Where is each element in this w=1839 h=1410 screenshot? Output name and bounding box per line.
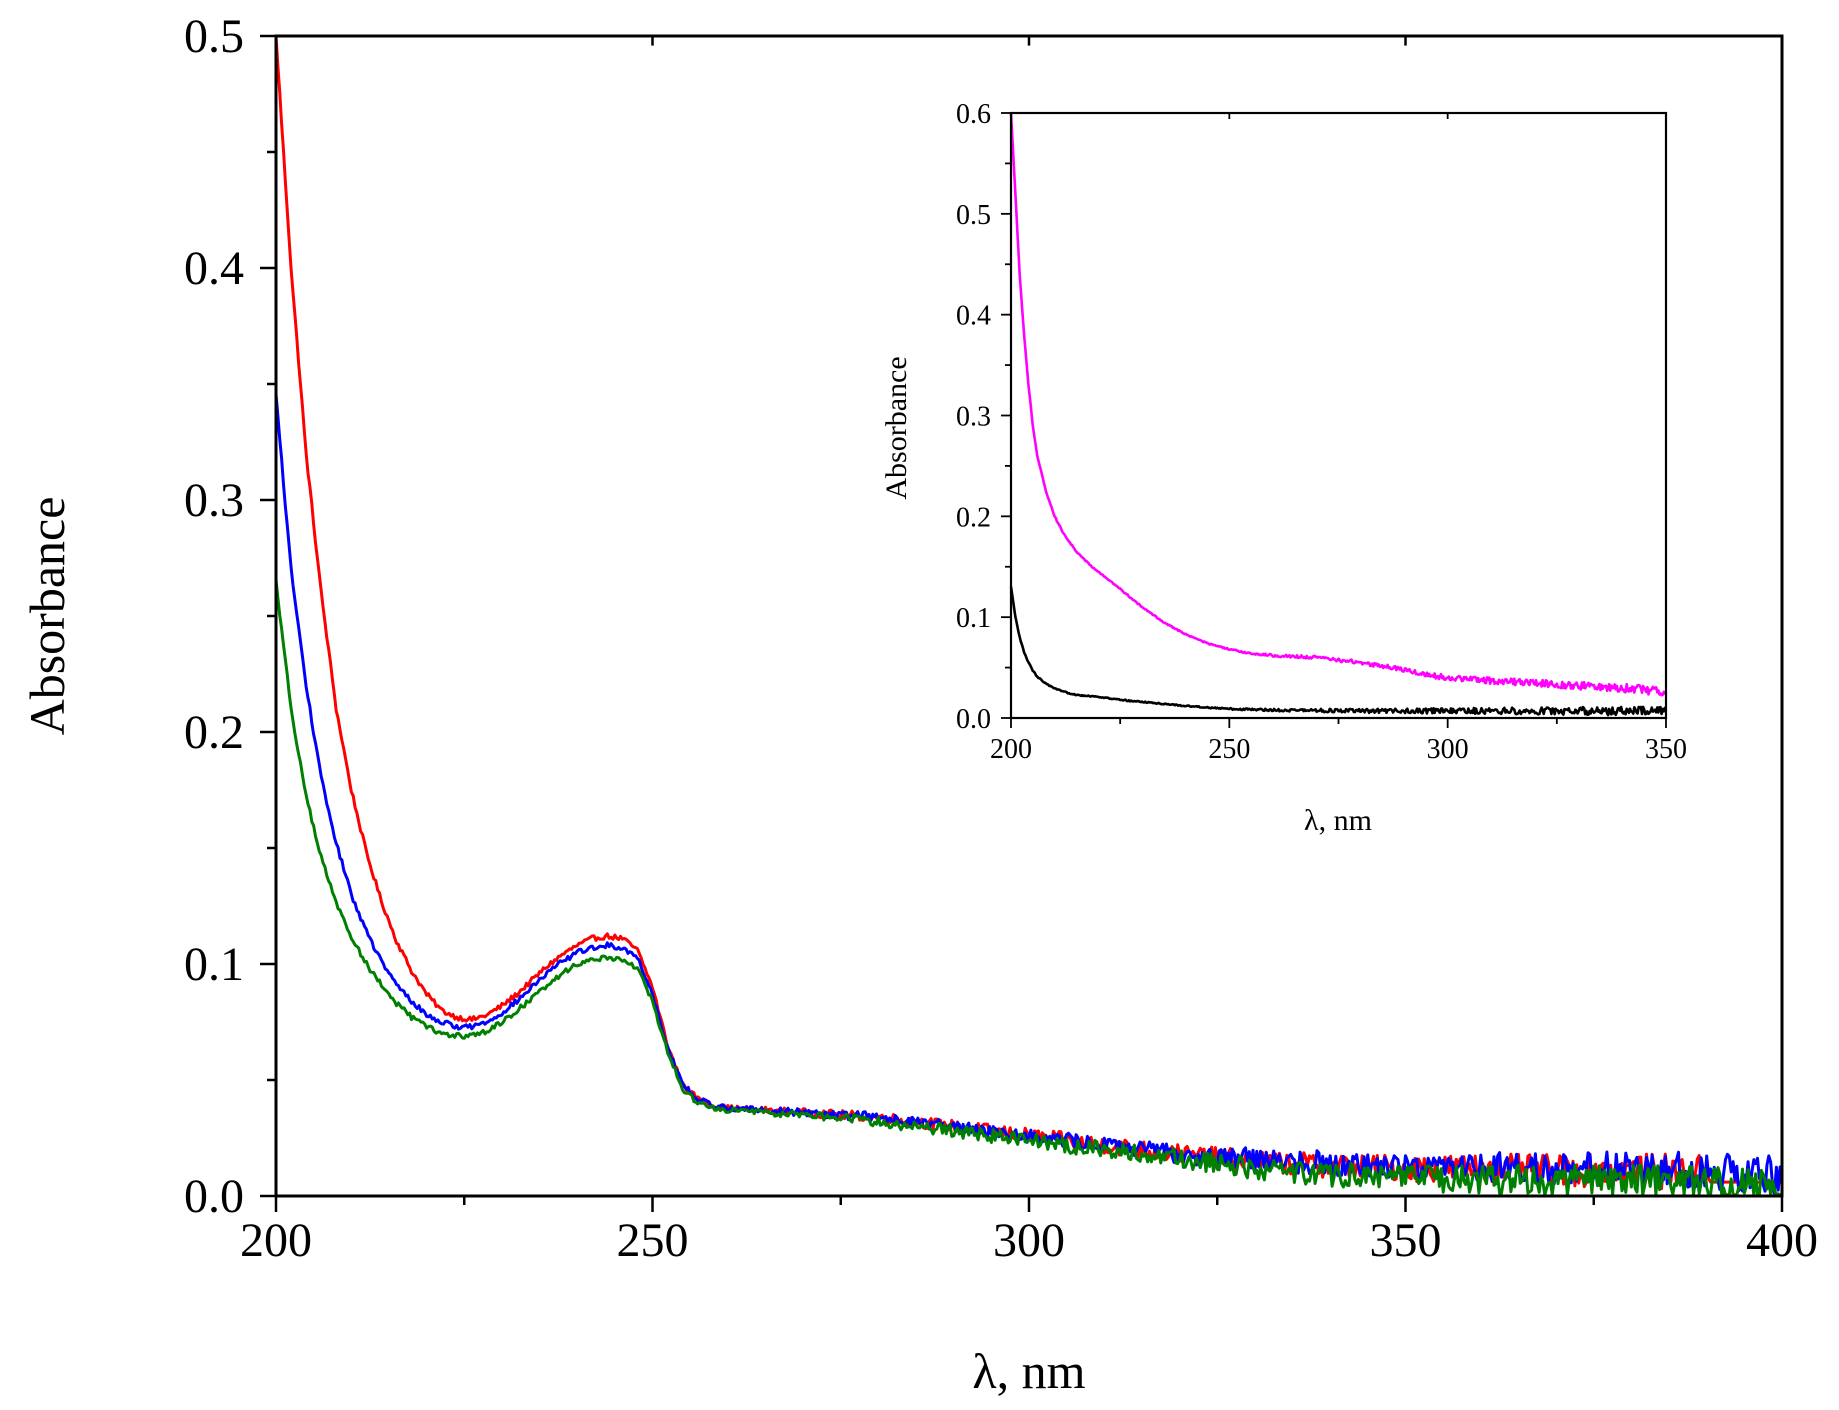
main-y-tick-label: 0.1 (184, 938, 244, 991)
main-y-tick-label: 0.2 (184, 706, 244, 759)
inset-x-tick-label: 250 (1208, 734, 1250, 765)
main-plot-frame (274, 34, 1784, 1198)
inset-series-group (1009, 112, 1668, 717)
inset-y-tick-label: 0.3 (956, 402, 991, 433)
inset-series-magenta-line (1009, 112, 1668, 697)
main-x-tick-label: 200 (240, 1214, 312, 1267)
main-x-tick-label: 350 (1370, 1214, 1442, 1267)
main-series-blue-line (274, 394, 1784, 1195)
inset-y-tick-label: 0.6 (956, 99, 991, 130)
inset-plot-frame (1009, 111, 1668, 720)
main-y-tick-label: 0.4 (184, 242, 244, 295)
main-x-tick-label: 300 (993, 1214, 1065, 1267)
main-x-tick-label: 400 (1746, 1214, 1818, 1267)
inset-y-axis-title: Absorbance (880, 356, 913, 499)
main-y-tick-label: 0.3 (184, 474, 244, 527)
inset-x-axis-title: λ, nm (1304, 804, 1372, 837)
main-y-tick-label: 0.5 (184, 10, 244, 63)
inset-background (1011, 113, 1666, 718)
main-series-group (274, 35, 1784, 1198)
inset-y-tick-label: 0.0 (956, 704, 991, 735)
inset-x-tick-label: 200 (990, 734, 1032, 765)
main-y-axis-title: Absorbance (19, 497, 75, 736)
inset-ticks-group: 200 250 300 350 0.0 0.1 0.2 0.3 0.4 0.5 0.6 (956, 99, 1687, 765)
main-series-green-line (274, 579, 1783, 1198)
main-x-tick-label: 250 (617, 1214, 689, 1267)
inset-y-tick-label: 0.1 (956, 603, 991, 634)
main-x-axis-title: λ, nm (972, 1343, 1085, 1399)
main-y-tick-label: 0.0 (184, 1170, 244, 1223)
inset-y-tick-label: 0.4 (956, 301, 991, 332)
main-ticks-group: 200 250 300 350 400 0.0 0.1 0.2 0.3 0.4 0.5 (184, 10, 1818, 1267)
inset-x-tick-label: 300 (1427, 734, 1469, 765)
inset-series-black-line (1009, 586, 1668, 717)
inset-y-tick-label: 0.5 (956, 200, 991, 231)
inset-x-tick-label: 350 (1645, 734, 1687, 765)
inset-y-tick-label: 0.2 (956, 502, 991, 533)
